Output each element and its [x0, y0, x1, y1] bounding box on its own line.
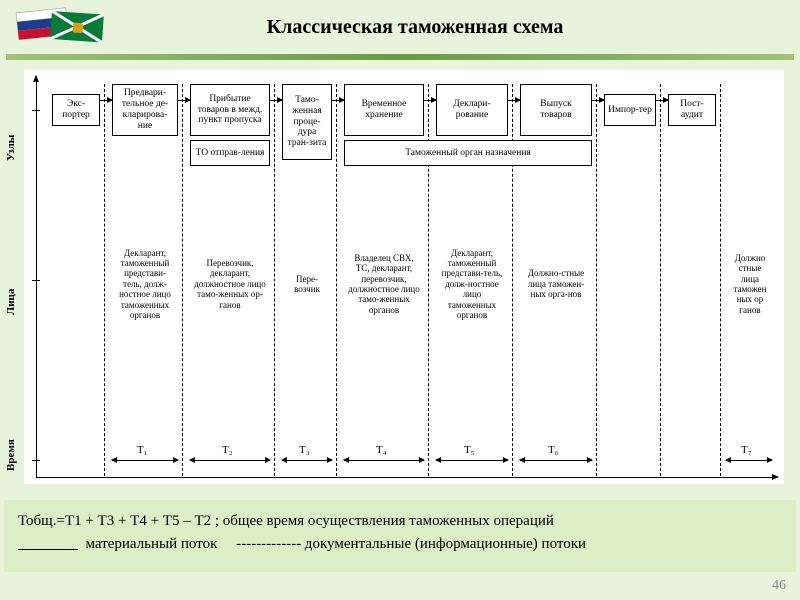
time-label: Т₅: [464, 444, 475, 456]
node-box: Выпуск товаров: [520, 84, 592, 136]
node-subbox: ТО отправ-ления: [190, 140, 270, 166]
person-box: Должно-стные лица таможен-ных орга-нов: [520, 236, 592, 332]
person-box: Декларант, таможенный представи-тель, до…: [436, 236, 508, 332]
time-label: Т₆: [548, 444, 559, 456]
time-label: Т₇: [741, 444, 752, 456]
flow-arrow: [178, 100, 190, 101]
node-box: Экс-портер: [52, 94, 100, 126]
y-label-persons: Лица: [5, 301, 17, 315]
node-box: Тамо-женная проце-дура тран-зита: [282, 84, 332, 160]
person-box: Перевозчик, декларант, должностное лицо …: [190, 236, 270, 332]
column-divider: [336, 84, 337, 476]
header-divider: [6, 54, 794, 60]
node-box: Деклари-рование: [436, 84, 508, 136]
person-box: Декларант, таможенный представи-тель, до…: [112, 236, 178, 332]
page-title: Классическая таможенная схема: [140, 16, 790, 39]
page-number: 46: [772, 578, 786, 594]
time-label: Т₁: [137, 444, 148, 456]
time-label: Т₃: [299, 444, 310, 456]
flow-arrow: [270, 100, 282, 101]
node-box: Импор-тер: [604, 94, 656, 126]
time-segment: [190, 460, 270, 461]
emblem-flags: [10, 5, 140, 49]
node-box: Временное хранение: [344, 84, 424, 136]
node-box: Прибытие товаров в межд. пункт пропуска: [190, 84, 270, 136]
person-box: Должно стные лица таможен ных ор ганов: [726, 236, 774, 332]
node-subbox: Таможенный орган назначения: [344, 140, 592, 166]
time-segment: [520, 460, 592, 461]
x-axis: [36, 477, 778, 478]
person-box: Владелец СВХ, ТС, декларант, перевозчик,…: [344, 236, 424, 332]
flow-arrow: [100, 100, 112, 101]
column-divider: [182, 84, 183, 476]
flow-arrow: [332, 100, 344, 101]
y-label-time: Время: [5, 457, 17, 471]
column-divider: [104, 84, 105, 476]
column-divider: [660, 84, 661, 476]
column-divider: [274, 84, 275, 476]
flow-arrow: [424, 100, 436, 101]
node-box: Пост-аудит: [668, 94, 716, 126]
flow-arrow: [592, 100, 604, 101]
time-segment: [726, 460, 772, 461]
flow-arrow: [508, 100, 520, 101]
y-label-nodes: Узлы: [5, 147, 17, 161]
time-segment: [112, 460, 178, 461]
column-divider: [720, 84, 721, 476]
person-box: Пере-возчик: [282, 236, 332, 332]
flow-arrow: [656, 100, 668, 101]
column-divider: [596, 84, 597, 476]
node-box: Предвари-тельное де-кларирова-ние: [112, 84, 178, 136]
time-label: Т₂: [222, 444, 233, 456]
y-axis: [36, 76, 37, 478]
time-label: Т₄: [376, 444, 387, 456]
legend-line: материальный поток ------------- докумен…: [18, 533, 782, 556]
footer-notes: Тобщ.=Т1 + Т3 + Т4 + Т5 – Т2 ; общее вре…: [4, 500, 796, 572]
diagram-area: Узлы Лица Время Экс-портерПредвари-тельн…: [24, 70, 784, 484]
header: Классическая таможенная схема: [0, 0, 800, 54]
time-segment: [282, 460, 332, 461]
time-segment: [344, 460, 424, 461]
formula-line: Тобщ.=Т1 + Т3 + Т4 + Т5 – Т2 ; общее вре…: [18, 510, 782, 533]
time-segment: [436, 460, 508, 461]
